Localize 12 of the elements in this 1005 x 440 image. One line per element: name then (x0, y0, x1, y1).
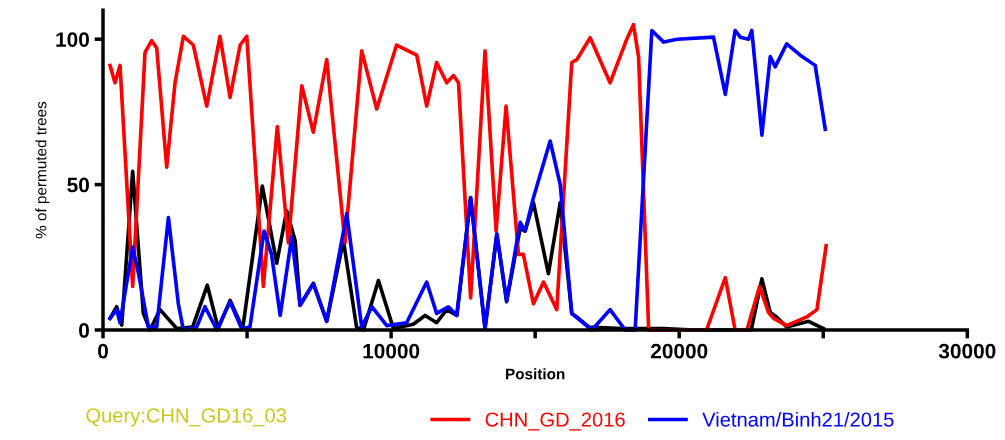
x-axis-title: Position (506, 368, 565, 380)
x-tick-label: 30000 (938, 343, 996, 359)
x-tick-label: 0 (98, 343, 108, 359)
x-tick-label: 20000 (650, 343, 708, 359)
text: Query:CHN_GD16_03 (86, 408, 287, 427)
legend-label: Vietnam/Binh21/2015 (702, 411, 894, 427)
x-tick-label: 10000 (363, 343, 420, 359)
y-tick-label: 100 (56, 32, 89, 47)
legend-label: CHN_GD_2016 (485, 412, 625, 431)
y-tick-label: 50 (67, 177, 89, 193)
y-axis-title: % of permuted trees (35, 101, 50, 239)
y-tick-label: 0 (79, 323, 89, 338)
